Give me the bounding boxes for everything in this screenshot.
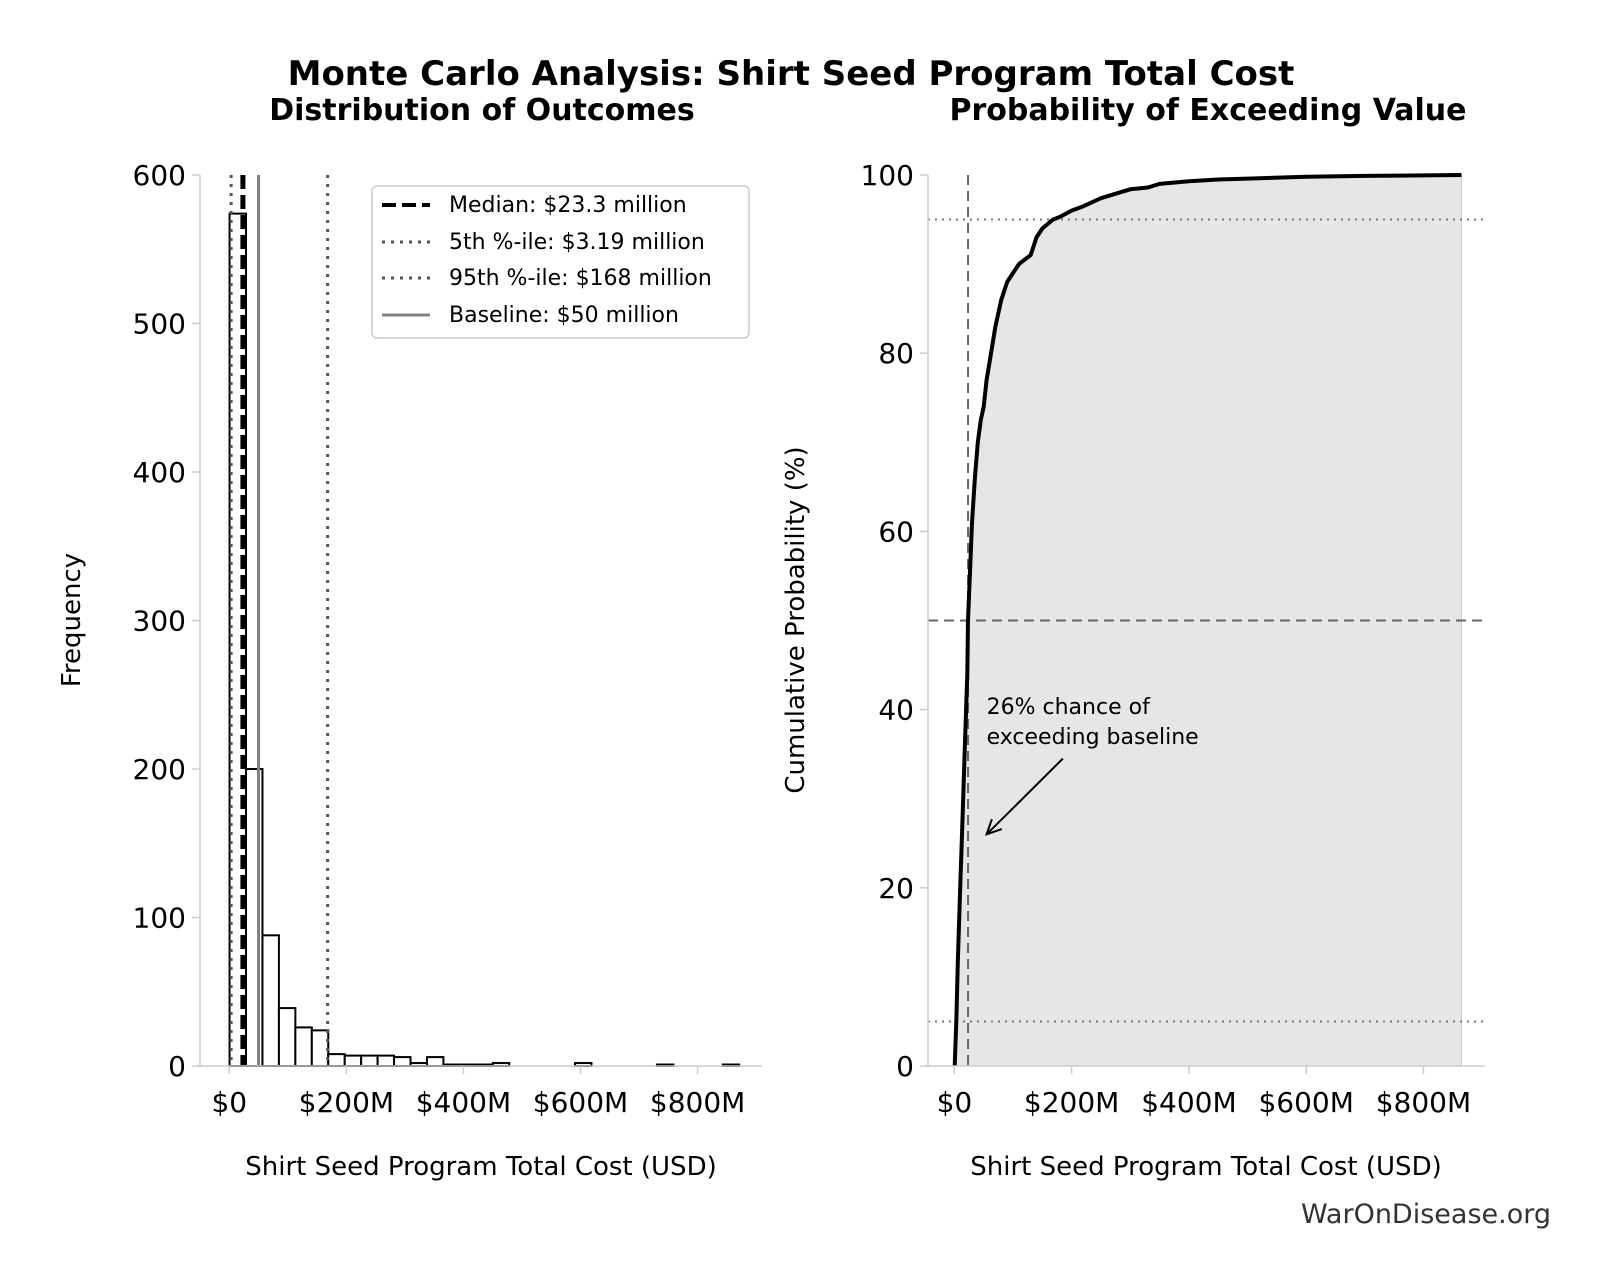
x-tick-label: $800M xyxy=(650,1086,745,1119)
histogram-bar xyxy=(327,1053,346,1067)
annotation-arrowhead xyxy=(984,818,1003,836)
y-tick-label: 80 xyxy=(878,337,914,370)
annotation-arrow xyxy=(985,757,1064,836)
figure-title: Monte Carlo Analysis: Shirt Seed Program… xyxy=(288,54,1295,94)
watermark: WarOnDisease.org xyxy=(1301,1199,1551,1230)
histogram-bar xyxy=(360,1054,379,1067)
x-tick-label: $400M xyxy=(1141,1086,1236,1119)
histogram-bar xyxy=(277,1007,297,1068)
histogram-bar xyxy=(425,1056,445,1067)
histogram-bar xyxy=(343,1054,363,1067)
legend-entry-median: Median: $23.3 million xyxy=(382,193,687,218)
histogram-bar xyxy=(376,1054,396,1067)
histogram-panel: Distribution of Outcomes $0 $200M $400M $60… xyxy=(57,93,762,1182)
x-tick-label: $0 xyxy=(937,1086,973,1119)
legend-label-p95: 95th %-ile: $168 million xyxy=(449,266,712,291)
cumulative-reference-lines xyxy=(928,175,1485,1066)
legend-entry-p95: 95th %-ile: $168 million xyxy=(382,266,712,291)
y-tick-label: 200 xyxy=(133,753,186,786)
legend-entry-baseline: Baseline: $50 million xyxy=(382,303,679,328)
histogram-legend: Median: $23.3 million 5th %-ile: $3.19 m… xyxy=(371,185,750,339)
y-tick-label: 0 xyxy=(896,1050,914,1083)
x-tick-label: $200M xyxy=(1024,1086,1119,1119)
x-tick-label: $800M xyxy=(1376,1086,1471,1119)
x-tick-label: $600M xyxy=(533,1086,628,1119)
histogram-bar xyxy=(294,1026,313,1068)
cumulative-y-axis-label: Cumulative Probability (%) xyxy=(781,446,811,793)
histogram-bar xyxy=(310,1029,330,1067)
x-tick-label: $600M xyxy=(1258,1086,1353,1119)
baseline-annotation: 26% chance of exceeding baseline xyxy=(984,695,1199,836)
y-tick-label: 100 xyxy=(861,159,914,192)
histogram-x-axis-label: Shirt Seed Program Total Cost (USD) xyxy=(245,1152,716,1182)
histogram-bar xyxy=(261,934,280,1067)
y-tick-label: 40 xyxy=(878,694,914,727)
histogram-title: Distribution of Outcomes xyxy=(269,93,695,128)
y-tick-label: 20 xyxy=(878,872,914,905)
cumulative-x-axis-label: Shirt Seed Program Total Cost (USD) xyxy=(970,1152,1441,1182)
cumulative-axes xyxy=(927,175,1485,1067)
legend-label-baseline: Baseline: $50 million xyxy=(449,303,679,328)
y-tick-label: 100 xyxy=(133,902,186,935)
x-tick-label: $0 xyxy=(211,1086,247,1119)
cumulative-probability-line xyxy=(952,173,1462,1067)
cumulative-panel: Probability of Exceeding Value $0 $200M $4… xyxy=(781,93,1485,1182)
y-tick-label: 0 xyxy=(168,1050,186,1083)
histogram-x-ticks: $0 $200M $400M $600M $800M xyxy=(211,1066,745,1119)
cumulative-y-ticks: 0 20 40 60 80 100 xyxy=(861,159,928,1083)
annotation-line-2: exceeding baseline xyxy=(987,725,1199,750)
y-tick-label: 600 xyxy=(133,159,186,192)
legend-label-p5: 5th %-ile: $3.19 million xyxy=(449,230,705,255)
y-tick-label: 400 xyxy=(133,456,186,489)
y-tick-label: 500 xyxy=(133,308,186,341)
legend-frame xyxy=(371,185,750,339)
histogram-y-ticks: 0 100 200 300 400 500 600 xyxy=(133,159,200,1083)
annotation-line-1: 26% chance of xyxy=(987,695,1151,720)
histogram-bars xyxy=(228,212,741,1068)
legend-entry-p5: 5th %-ile: $3.19 million xyxy=(382,230,705,255)
y-tick-label: 300 xyxy=(133,605,186,638)
cumulative-title: Probability of Exceeding Value xyxy=(949,93,1466,128)
x-tick-label: $200M xyxy=(299,1086,394,1119)
x-tick-label: $400M xyxy=(416,1086,511,1119)
histogram-y-axis-label: Frequency xyxy=(57,553,87,687)
histogram-bar xyxy=(393,1056,412,1067)
y-tick-label: 60 xyxy=(878,515,914,548)
histogram-reference-lines xyxy=(229,175,330,1066)
cumulative-x-ticks: $0 $200M $400M $600M $800M xyxy=(937,1066,1471,1119)
legend-label-median: Median: $23.3 million xyxy=(449,193,687,218)
